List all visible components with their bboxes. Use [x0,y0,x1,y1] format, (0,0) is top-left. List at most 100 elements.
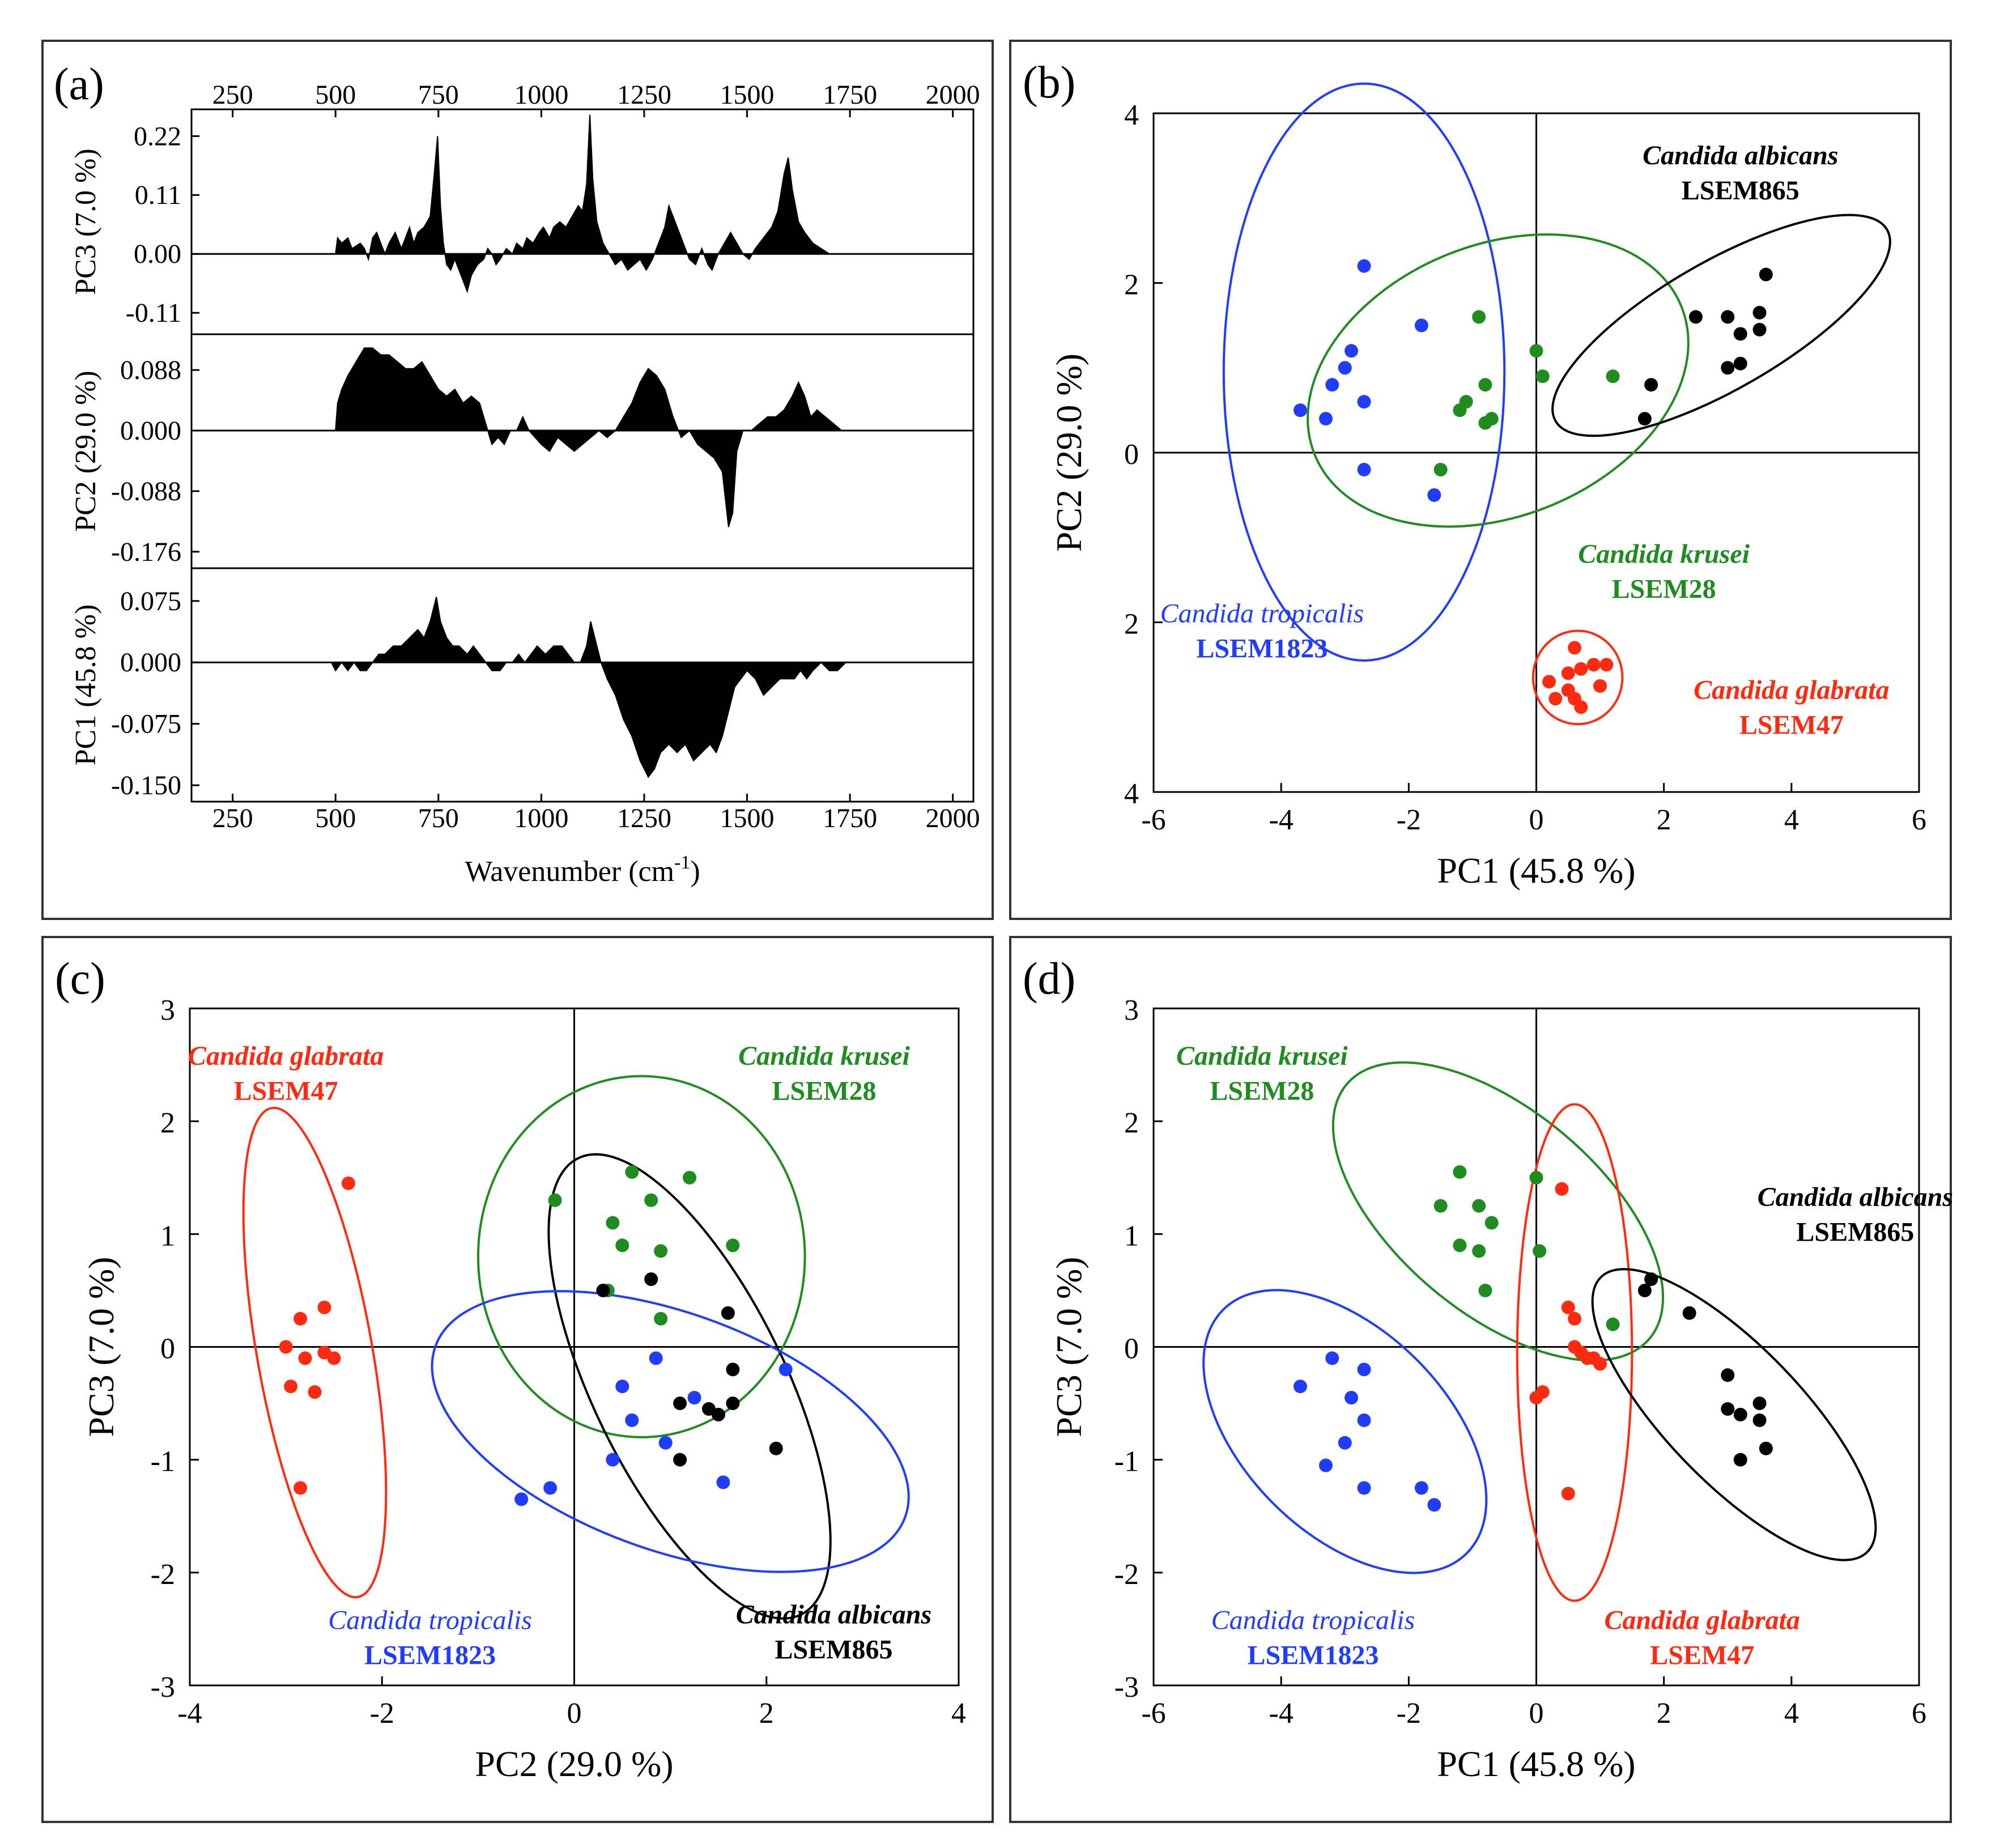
score-point-tropicalis [687,1391,701,1405]
score-point-albicans [1759,267,1773,282]
panel-c-ytick-label: 3 [160,994,175,1027]
score-point-albicans [1688,310,1703,324]
score-point-krusei [654,1312,668,1326]
score-point-albicans [1752,322,1767,337]
score-point-albicans [1733,1453,1747,1467]
panel-b-xtick-label: -4 [1269,804,1294,836]
score-point-tropicalis [1357,462,1371,476]
confidence-ellipse-tropicalis [1222,82,1506,662]
score-point-albicans [1759,1441,1773,1455]
score-point-glabrata [1548,692,1563,706]
panel-b-ytick-label: 4 [1124,778,1139,810]
score-point-albicans [1752,1396,1767,1411]
panel-c-ytick-label: 2 [160,1107,175,1139]
confidence-ellipse-tropicalis [431,1290,910,1573]
panel-d-frame [1009,936,1952,1823]
score-point-krusei [615,1238,629,1253]
panel-a-frame [41,40,994,920]
score-point-albicans [1644,1272,1658,1286]
score-point-glabrata [308,1385,322,1399]
score-point-albicans [644,1272,658,1286]
ytick-label-PC1: 0.000 [120,648,181,678]
score-point-tropicalis [1414,318,1428,333]
panel-b-ytick-label: 2 [1124,269,1139,301]
panel-b-xtick-label: 0 [1529,804,1544,836]
score-point-glabrata [1542,675,1556,689]
score-point-tropicalis [658,1436,673,1450]
strain-name-krusei: LSEM28 [772,1076,877,1106]
ytick-label-PC2: -0.088 [111,476,181,506]
xtick-label-top: 250 [212,80,253,110]
score-point-albicans [1721,361,1735,375]
score-point-krusei [1453,1238,1467,1253]
panel-b-x-axis-label: PC1 (45.8 %) [1437,850,1635,891]
score-point-krusei [1459,395,1473,409]
score-point-krusei [1433,462,1448,476]
score-point-albicans [1752,1413,1767,1427]
score-point-glabrata [1574,662,1588,676]
score-point-albicans [711,1408,725,1421]
score-point-tropicalis [1357,1362,1371,1377]
species-name-albicans: Candida albicans [736,1599,931,1629]
panel-d-ytick-label: 1 [1124,1220,1139,1252]
score-point-tropicalis [1325,378,1339,392]
score-point-tropicalis [1357,1413,1371,1427]
confidence-ellipse-krusei [1307,233,1690,528]
score-point-glabrata [1529,1391,1543,1405]
score-point-glabrata [284,1379,298,1394]
score-point-glabrata [1574,700,1588,714]
strain-name-krusei: LSEM28 [1612,574,1716,604]
strain-name-glabrata: LSEM47 [1739,710,1844,740]
strain-name-tropicalis: LSEM1823 [364,1640,496,1670]
xtick-label-bottom: 1000 [514,803,568,833]
xtick-label-bottom: 1500 [720,803,775,833]
xtick-label-top: 750 [418,80,459,110]
score-point-tropicalis [1293,403,1307,418]
score-point-albicans [1637,1283,1652,1297]
confidence-ellipse-albicans [1591,1268,1877,1561]
score-point-krusei [726,1238,740,1253]
panel-d-xtick-label: 4 [1784,1697,1799,1730]
score-point-glabrata [327,1351,341,1365]
strain-name-glabrata: LSEM47 [234,1076,338,1106]
strain-name-albicans: LSEM865 [775,1634,892,1664]
panel-c-label: (c) [55,954,105,1004]
panel-d-xtick-label: -6 [1141,1697,1165,1730]
loading-area-PC2 [335,347,844,527]
score-point-albicans [721,1306,735,1320]
confidence-ellipse-glabrata [1516,1103,1633,1602]
species-name-krusei: Candida krusei [738,1041,910,1071]
score-point-glabrata [1555,1182,1569,1196]
confidence-ellipse-tropicalis [1202,1289,1488,1574]
panel-d-label: (d) [1023,954,1075,1004]
confidence-ellipse-glabrata [1531,629,1624,726]
score-point-krusei [683,1170,697,1185]
panel-b-xtick-label: -2 [1397,804,1421,836]
score-point-krusei [1472,310,1486,324]
xtick-label-bottom: 1750 [823,803,877,833]
score-point-krusei [625,1165,639,1179]
panel-d-xtick-label: 0 [1529,1697,1544,1730]
panel-c-frame [41,936,994,1823]
score-point-albicans [1637,412,1652,426]
score-point-tropicalis [1414,1481,1428,1495]
score-point-albicans [1682,1306,1696,1320]
score-point-glabrata [1593,1357,1607,1371]
panel-d-scores-pc1-pc3: (d) -6 -4 -2 0 2 4 6 3 2 1 0 -1 -2 -3 PC1 (45.8 %) PC3 (… [1009,936,1953,1823]
score-point-tropicalis [1427,1498,1441,1512]
ytick-label-PC2: 0.088 [120,355,181,385]
score-point-albicans [1721,1368,1735,1382]
ytick-label-PC1: -0.075 [111,709,181,739]
ytick-label-PC2: -0.176 [111,537,181,567]
panel-b-ytick-label: 0 [1124,438,1139,471]
panel-d-ytick-label: -3 [1114,1671,1139,1704]
xtick-label-top: 2000 [926,80,980,110]
panel-b-y-axis-label: PC2 (29.0 %) [1049,354,1089,552]
score-point-krusei [1472,1199,1486,1213]
panel-b-xtick-label: -6 [1141,804,1165,836]
species-name-tropicalis: Candida tropicalis [1160,599,1364,629]
species-name-glabrata: Candida glabrata [1694,675,1889,705]
panel-c-ytick-label: -2 [151,1559,175,1591]
score-point-glabrata [317,1300,331,1314]
xtick-label-bottom: 1250 [617,803,671,833]
